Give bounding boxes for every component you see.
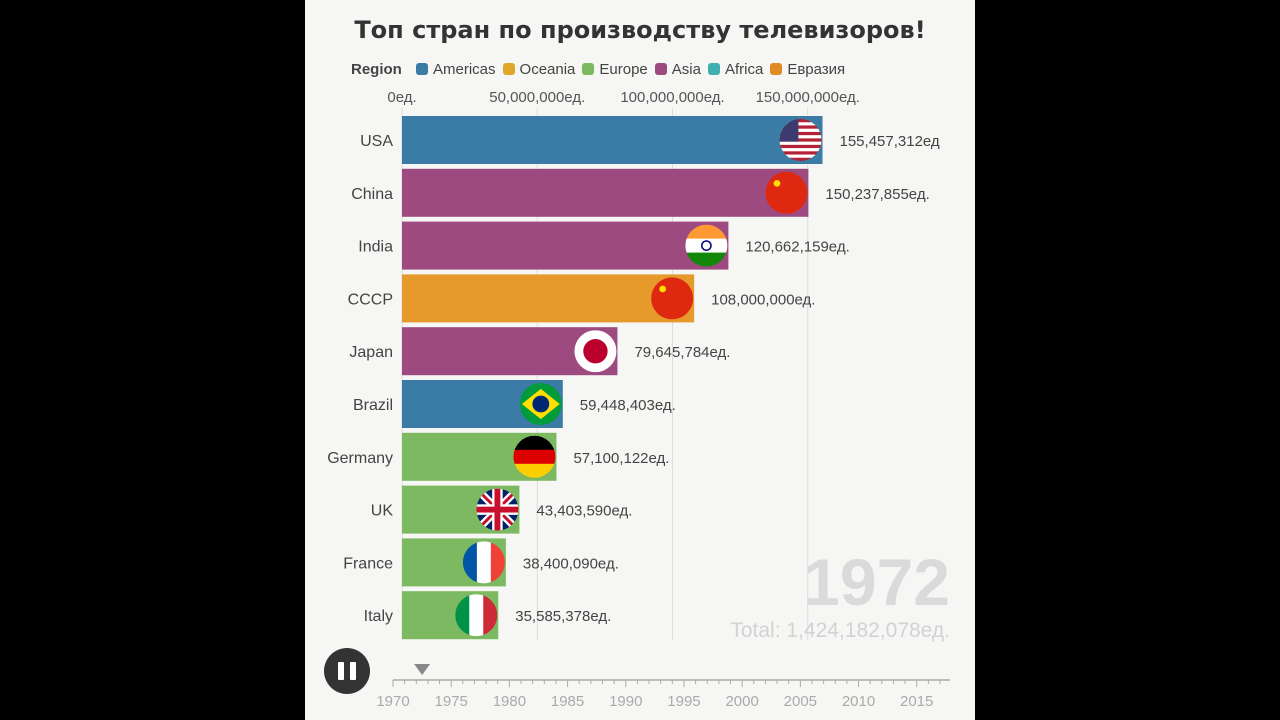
timeline-tick-label: 1975	[435, 693, 468, 710]
legend-swatch	[770, 63, 783, 75]
legend-swatch	[707, 63, 720, 75]
value-label: 59,448,403ед.	[580, 397, 676, 414]
italy-flag-icon	[455, 594, 498, 637]
legend-label: Oceania	[519, 61, 576, 78]
timeline-handle[interactable]	[414, 664, 431, 675]
timeline-tick-label: 2005	[784, 693, 817, 710]
bar-group: Brazil 59,448,403ед.	[353, 380, 676, 428]
bar-group: Italy 35,585,378ед.	[364, 591, 611, 640]
category-label: Brazil	[353, 397, 393, 414]
brazil-flag-icon	[519, 383, 562, 425]
legend-item-europe: Europe	[582, 61, 648, 78]
timeline-tick-label: 2000	[725, 693, 758, 710]
value-label: 79,645,784ед.	[634, 344, 730, 361]
category-label: Japan	[349, 344, 393, 361]
ussr-flag-icon	[651, 277, 694, 320]
france-flag-icon	[462, 541, 505, 584]
legend-swatch	[654, 63, 667, 75]
legend-item-americas: Americas	[416, 61, 496, 78]
legend-swatch	[582, 63, 595, 75]
legend-label: Евразия	[787, 61, 846, 78]
value-label: 108,000,000ед.	[711, 291, 815, 308]
timeline-tick-label: 1970	[376, 693, 409, 710]
bar-chart: 0ед. 50,000,000ед. 100,000,000ед. 150,000,0…	[327, 89, 950, 710]
uk-flag-icon	[476, 488, 519, 531]
legend-item-asia: Asia	[654, 61, 701, 78]
bar-group: China 150,237,855ед.	[351, 168, 930, 217]
category-label: France	[343, 555, 393, 572]
category-label: Italy	[364, 608, 393, 625]
x-tick-label: 150,000,000ед.	[756, 89, 860, 106]
total-label: Total: 1,424,182,078ед.	[730, 619, 950, 642]
value-label: 150,237,855ед.	[825, 186, 929, 203]
bar	[402, 116, 823, 164]
category-label: CCCP	[348, 291, 393, 308]
bar-group: UK 43,403,590ед.	[371, 485, 632, 534]
category-label: Germany	[327, 450, 393, 467]
pause-button[interactable]	[324, 648, 370, 694]
legend-item-africa: Africa	[707, 61, 764, 78]
value-label: 38,400,090ед.	[523, 555, 619, 572]
legend-label: Americas	[433, 61, 496, 78]
bar-group: France 38,400,090ед.	[343, 538, 619, 587]
value-label: 35,585,378ед.	[515, 608, 611, 625]
legend: Region Americas Oceania Europe Asia Africa Ев…	[351, 61, 852, 78]
legend-label: Africa	[724, 61, 764, 78]
year-watermark: 1972	[803, 545, 950, 619]
chart-title: Топ стран по производству телевизоров!	[354, 16, 926, 44]
value-label: 57,100,122ед.	[573, 450, 669, 467]
category-label: China	[351, 186, 393, 203]
value-label: 43,403,590ед.	[536, 503, 632, 520]
value-label: 120,662,159ед.	[745, 239, 849, 256]
legend-label: Asia	[671, 61, 701, 78]
bar	[402, 168, 809, 217]
timeline: 1970 1975 1980 1985 1990 1995 2000 2005 2010 2015	[376, 664, 950, 710]
china-flag-icon	[765, 171, 808, 214]
x-tick-label: 100,000,000ед.	[620, 89, 724, 106]
legend-label: Europe	[599, 61, 648, 78]
legend-item-oceania: Oceania	[502, 61, 576, 78]
timeline-tick-label: 1995	[667, 693, 700, 710]
value-label: 155,457,312ед	[840, 133, 940, 150]
bar-group: CCCP 108,000,000ед.	[348, 274, 815, 323]
timeline-tick-label: 1990	[609, 693, 642, 710]
bar	[402, 221, 729, 270]
timeline-tick-label: 1985	[551, 693, 584, 710]
legend-swatch	[502, 63, 515, 75]
legend-title: Region	[351, 61, 402, 78]
bar-group: USA 155,457,312ед	[360, 116, 940, 164]
bar-group: India 120,662,159ед.	[358, 221, 850, 270]
legend-swatch	[416, 63, 429, 75]
timeline-tick-label: 2015	[900, 693, 933, 710]
bar-group: Japan 79,645,784ед.	[349, 327, 730, 376]
germany-flag-icon	[513, 435, 556, 478]
timeline-tick-label: 2010	[842, 693, 875, 710]
category-label: USA	[360, 133, 393, 150]
x-tick-label: 50,000,000ед.	[489, 89, 585, 106]
bar	[402, 274, 695, 323]
category-label: UK	[371, 503, 394, 520]
category-label: India	[358, 239, 393, 256]
bar-group: Germany 57,100,122ед.	[327, 432, 669, 481]
india-flag-icon	[685, 224, 728, 267]
legend-item-евразия: Евразия	[770, 61, 845, 78]
timeline-tick-label: 1980	[493, 693, 526, 710]
x-tick-label: 0ед.	[387, 89, 416, 106]
japan-flag-icon	[574, 330, 617, 373]
pause-icon	[338, 662, 344, 680]
chart-panel: Топ стран по производству телевизоров! R…	[305, 0, 975, 720]
